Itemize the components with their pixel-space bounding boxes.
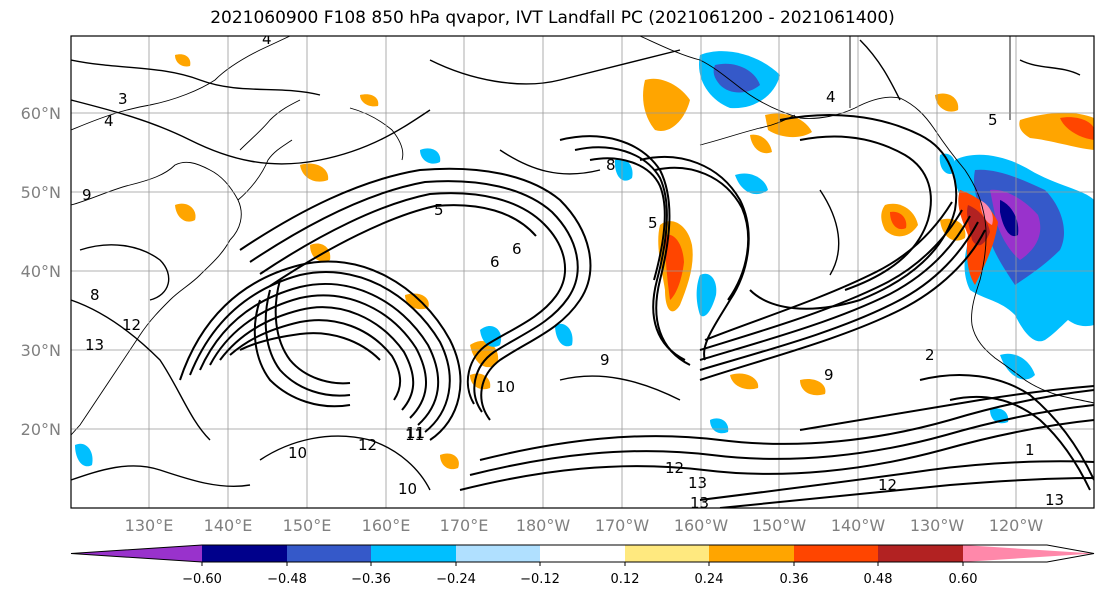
contour-label: 4	[826, 88, 836, 106]
lon-label: 170°W	[595, 516, 650, 535]
contour-label: 11	[405, 426, 424, 444]
colorbar-tick-label: 0.24	[695, 572, 724, 587]
map-panel: 4 3 4 5 6 8 9 12 13 10 11 12 13 13 12 10…	[71, 30, 1094, 512]
colorbar-cell	[540, 545, 625, 562]
gridlines	[71, 36, 1094, 508]
lat-label: 30°N	[21, 341, 61, 360]
contour-label: 10	[398, 480, 417, 498]
contour-label: 11	[406, 424, 425, 442]
contour-label: 8	[90, 286, 100, 304]
contour-labels: 4 3 4 5 6 8 9 12 13 10 11 12 13 13 12 10…	[82, 30, 1064, 512]
contour-label: 12	[358, 436, 377, 454]
colorbar-cell	[794, 545, 878, 562]
contour-label: 9	[824, 366, 834, 384]
lon-label: 150°W	[752, 516, 807, 535]
contour-label: 13	[85, 336, 104, 354]
contour-label: 12	[665, 459, 684, 477]
colorbar-cell	[625, 545, 709, 562]
contour-label: 1	[1025, 441, 1035, 459]
lon-label: 120°W	[989, 516, 1044, 535]
lat-label: 60°N	[21, 104, 61, 123]
lon-label: 160°W	[674, 516, 729, 535]
lon-label: 140°W	[831, 516, 886, 535]
lat-label: 40°N	[21, 262, 61, 281]
colorbar-tick-label: −0.36	[351, 572, 391, 587]
contour-label: 4	[262, 30, 272, 48]
contour-label: 6	[512, 240, 522, 258]
lon-label: 180°W	[516, 516, 571, 535]
colorbar-tick-label: 0.36	[780, 572, 809, 587]
contour-label: 3	[118, 90, 128, 108]
shading-layer	[75, 51, 1094, 470]
colorbar-tick-label: −0.12	[520, 572, 560, 587]
map-title: 2021060900 F108 850 hPa qvapor, IVT Land…	[210, 8, 895, 28]
latitude-labels: 60°N 50°N 40°N 30°N 20°N	[21, 104, 61, 439]
contour-label: 13	[1045, 491, 1064, 509]
contour-label: 13	[688, 474, 707, 492]
lat-label: 50°N	[21, 183, 61, 202]
lon-label: 140°E	[204, 516, 253, 535]
colorbar-tick-label: 0.12	[611, 572, 640, 587]
contour-label: 9	[600, 351, 610, 369]
colorbar-cell	[456, 545, 540, 562]
lat-label: 20°N	[21, 420, 61, 439]
lon-label: 150°E	[283, 516, 332, 535]
contour-label: 12	[122, 316, 141, 334]
colorbar-cell	[878, 545, 963, 562]
colorbar-extend-min	[71, 545, 202, 562]
contour-label: 5	[988, 111, 998, 129]
colorbar-cell	[287, 545, 371, 562]
lon-label: 130°E	[125, 516, 174, 535]
contour-label: 10	[288, 444, 307, 462]
colorbar-cell	[202, 545, 287, 562]
contour-label: 6	[490, 253, 500, 271]
colorbar-extend-max	[963, 545, 1094, 562]
colorbar-tick-label: −0.24	[436, 572, 476, 587]
colorbar-cell	[371, 545, 456, 562]
contour-label: 10	[496, 378, 515, 396]
contour-label: 12	[878, 476, 897, 494]
lon-label: 160°E	[362, 516, 411, 535]
contour-label: 2	[925, 346, 935, 364]
colorbar-tick-label: −0.48	[267, 572, 307, 587]
colorbar: −0.60 −0.48 −0.36 −0.24 −0.12 0.12 0.24 …	[70, 544, 1095, 587]
map-frame	[70, 35, 1095, 509]
coastlines	[71, 36, 1094, 436]
colorbar-cells	[70, 544, 1095, 563]
contour-label: 8	[606, 156, 616, 174]
colorbar-tick-label: −0.60	[182, 572, 222, 587]
colorbar-ticks	[201, 562, 964, 566]
contour-label: 5	[434, 201, 444, 219]
lon-label: 170°E	[440, 516, 489, 535]
lon-label: 130°W	[910, 516, 965, 535]
colorbar-tick-label: 0.60	[949, 572, 978, 587]
contour-lines	[71, 39, 1094, 508]
contour-label: 9	[82, 186, 92, 204]
colorbar-tick-label: 0.48	[864, 572, 893, 587]
contour-label: 4	[104, 112, 114, 130]
colorbar-cell	[709, 545, 794, 562]
contour-label: 5	[648, 214, 658, 232]
contour-label: 13	[690, 494, 709, 512]
longitude-labels: 130°E 140°E 150°E 160°E 170°E 180°W 170°…	[125, 516, 1044, 535]
